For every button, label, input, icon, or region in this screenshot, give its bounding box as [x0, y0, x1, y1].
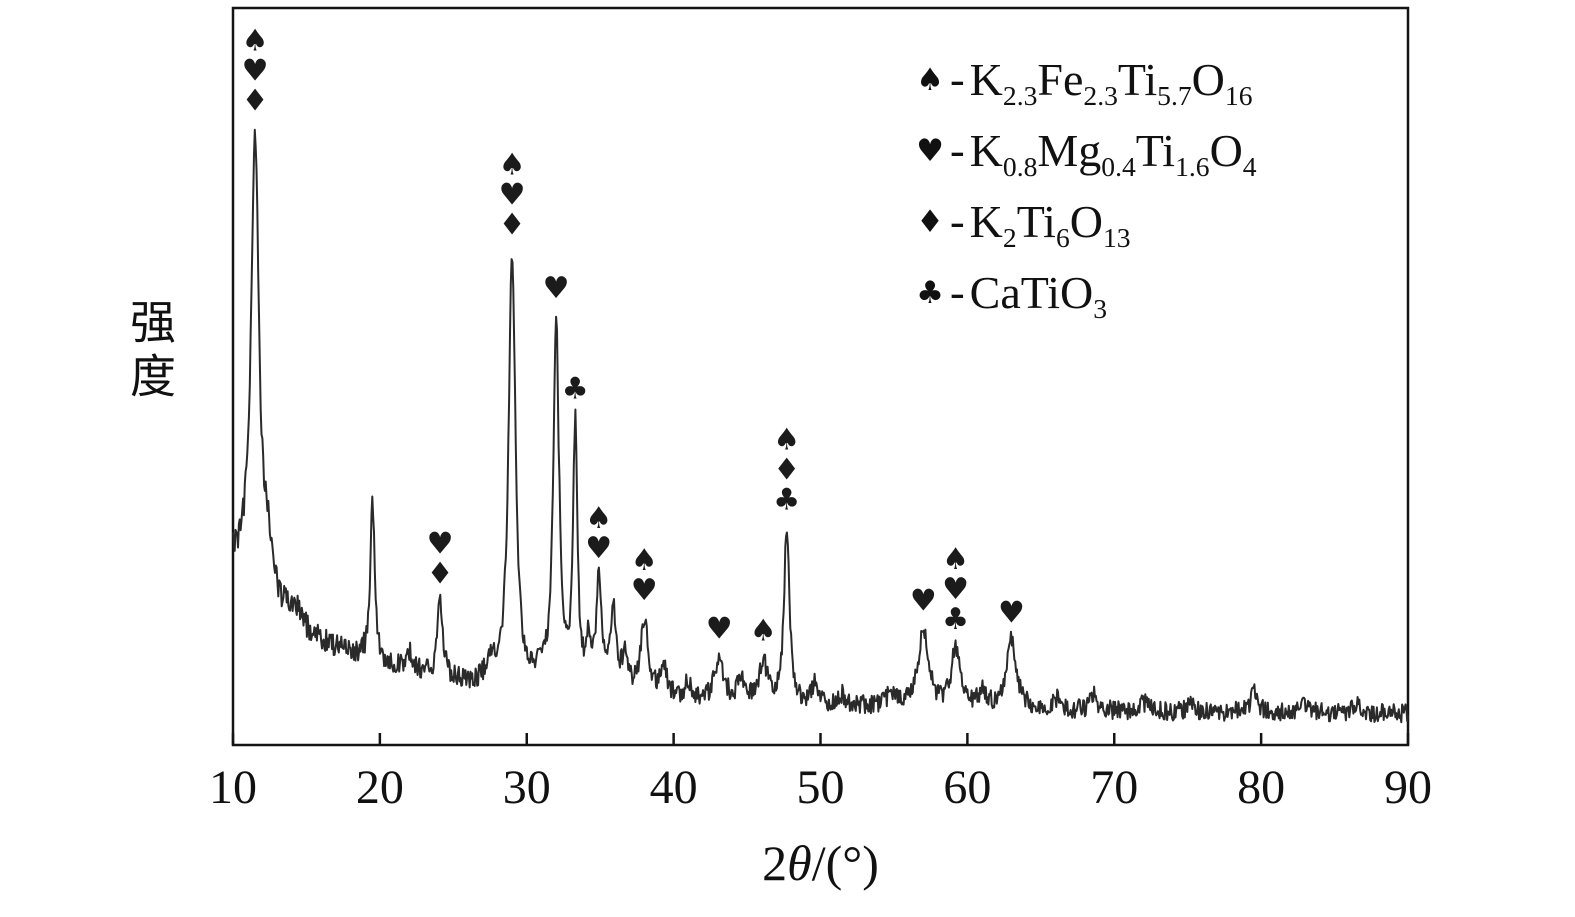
heart-marker-icon: ♥ [242, 53, 269, 88]
club-marker-icon: ♣ [773, 483, 800, 518]
legend-separator: - [950, 268, 965, 317]
heart-marker-icon: ♥ [998, 596, 1025, 631]
heart-marker-icon: ♥ [942, 572, 969, 607]
heart-marker-icon: ♥ [706, 611, 733, 646]
club-marker-icon: ♣ [942, 602, 969, 637]
x-tick-label: 10 [209, 761, 257, 814]
legend-formula-heart: K0.8Mg0.4Ti1.6O4 [969, 125, 1257, 183]
heart-marker-icon: ♥ [427, 526, 454, 561]
diamond-marker-icon: ♦ [242, 83, 269, 118]
diamond-icon: ♦ [916, 203, 944, 240]
diamond-marker-icon: ♦ [427, 556, 454, 591]
spade-marker-icon: ♠ [631, 543, 658, 578]
legend-separator: - [950, 126, 965, 175]
x-tick-label: 20 [356, 761, 404, 814]
heart-marker-icon: ♥ [631, 573, 658, 608]
x-axis-label-prefix: 2 [762, 835, 788, 891]
x-tick-label: 70 [1090, 761, 1138, 814]
x-tick-label: 50 [797, 761, 845, 814]
heart-marker-icon: ♥ [543, 271, 570, 306]
legend-item-heart: ♥ - K0.8Mg0.4Ti1.6O4 [910, 115, 1257, 186]
club-icon: ♣ [916, 274, 944, 311]
spade-marker-icon: ♠ [499, 148, 526, 183]
legend-item-diamond: ♦ - K2Ti6O13 [910, 186, 1257, 257]
y-axis-label: 强度 [124, 298, 175, 406]
x-tick-label: 80 [1237, 761, 1285, 814]
heart-marker-icon: ♥ [499, 178, 526, 213]
club-marker-icon: ♣ [562, 371, 589, 406]
x-tick-label: 90 [1384, 761, 1432, 814]
x-axis-label-theta: θ [787, 835, 812, 891]
diamond-marker-icon: ♦ [773, 453, 800, 488]
x-tick-label: 30 [503, 761, 551, 814]
x-tick-label: 40 [650, 761, 698, 814]
heart-marker-icon: ♥ [585, 531, 612, 566]
spade-marker-icon: ♠ [750, 613, 777, 648]
heart-marker-icon: ♥ [910, 584, 937, 619]
heart-icon: ♥ [916, 132, 944, 169]
xrd-curve [232, 128, 1409, 724]
legend-formula-diamond: K2Ti6O13 [969, 196, 1131, 254]
x-tick-label: 60 [943, 761, 991, 814]
spade-icon: ♠ [916, 61, 944, 98]
legend-formula-club: CaTiO3 [969, 267, 1108, 325]
spade-marker-icon: ♠ [942, 542, 969, 577]
spade-marker-icon: ♠ [242, 23, 269, 58]
legend-item-club: ♣ - CaTiO3 [910, 257, 1257, 328]
legend: ♠ - K2.3Fe2.3Ti5.7O16 ♥ - K0.8Mg0.4Ti1.6O4 ♦ - K… [910, 44, 1257, 328]
diamond-marker-icon: ♦ [499, 208, 526, 243]
legend-formula-spade: K2.3Fe2.3Ti5.7O16 [969, 54, 1253, 112]
legend-separator: - [950, 197, 965, 246]
x-axis-label-suffix: /(°) [811, 835, 879, 891]
spade-marker-icon: ♠ [585, 501, 612, 536]
x-axis-label: 2θ/(°) [233, 834, 1408, 892]
spade-marker-icon: ♠ [773, 423, 800, 458]
legend-item-spade: ♠ - K2.3Fe2.3Ti5.7O16 [910, 44, 1257, 115]
legend-separator: - [950, 55, 965, 104]
